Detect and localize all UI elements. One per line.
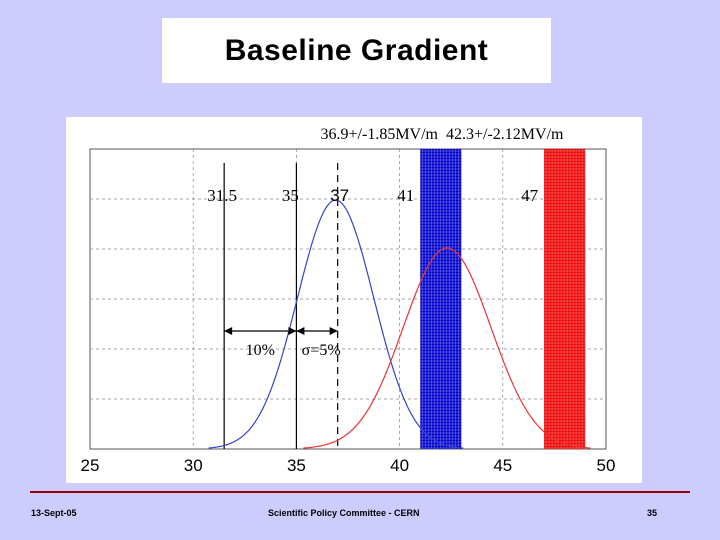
footer-date: 13-Sept-05	[31, 508, 77, 518]
distribution-curve	[208, 199, 464, 449]
title-box: Baseline Gradient	[162, 18, 551, 83]
footer-committee: Scientific Policy Committee - CERN	[268, 508, 420, 518]
x-tick-label: 40	[390, 456, 409, 475]
ten-percent-label: 10%	[246, 342, 275, 359]
ten-percent-arrow-head-right	[288, 327, 297, 335]
ten-percent-arrow-head-left	[224, 327, 233, 335]
band-label: 41	[397, 186, 414, 205]
sigma-arrow-head-left	[296, 327, 305, 335]
chart-frame: 25 30 35 40 45 50 41 47 31.5 35 37 36.9+/-1.85MV/m 4…	[66, 117, 642, 483]
x-tick-label: 30	[184, 456, 203, 475]
slide-title: Baseline Gradient	[224, 33, 489, 67]
x-tick-label: 50	[597, 456, 616, 475]
x-tick-label: 45	[493, 456, 512, 475]
distribution-curve	[303, 247, 591, 449]
band-label: 47	[521, 186, 539, 205]
x-tick-label: 35	[287, 456, 306, 475]
reference-line-label: 35	[282, 186, 299, 205]
footer-page-number: 35	[647, 508, 658, 518]
annotation-mean-2: 42.3+/-2.12MV/m	[446, 126, 564, 143]
gradient-distribution-chart: 25 30 35 40 45 50 41 47 31.5 35 37 36.9+/-1.85MV/m 4…	[81, 126, 616, 475]
annotation-mean-1: 36.9+/-1.85MV/m	[321, 126, 439, 143]
reference-line-label: 31.5	[207, 186, 237, 205]
sigma-arrow-head-right	[329, 327, 338, 335]
reference-line-label: 37	[330, 186, 349, 205]
sigma-label: σ=5%	[302, 342, 341, 359]
x-tick-label: 25	[81, 456, 100, 475]
footer-divider	[30, 491, 690, 493]
